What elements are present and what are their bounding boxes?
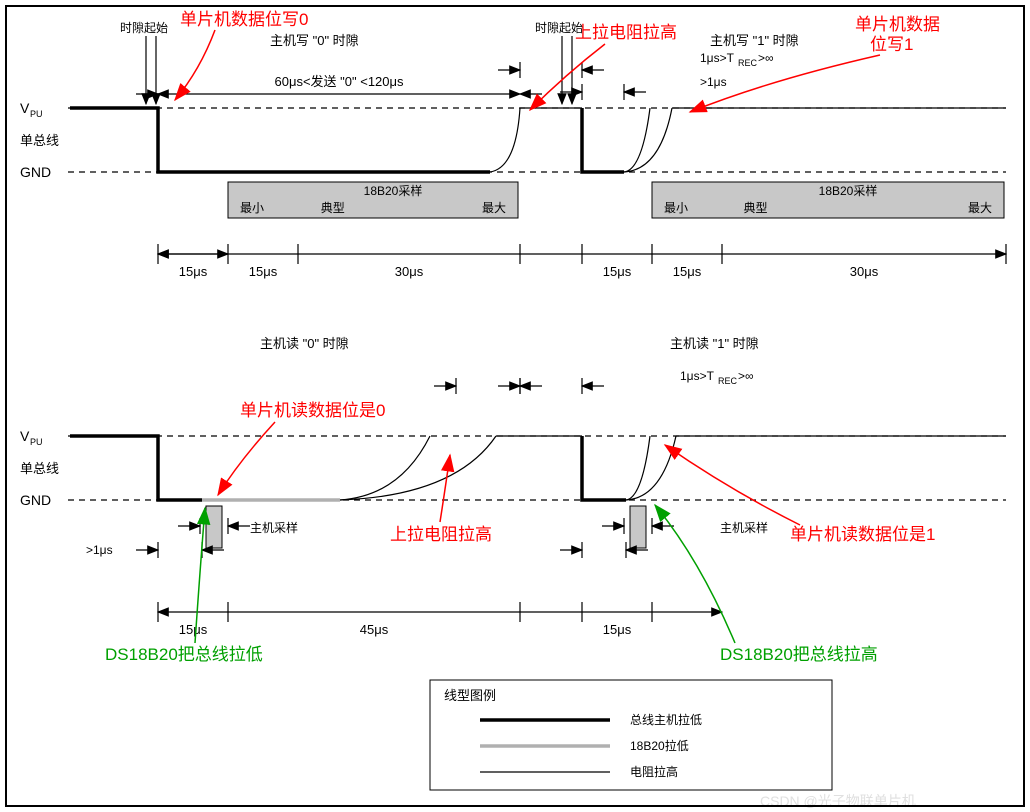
write0-host-low	[70, 108, 490, 172]
anno-ds18b20-high: DS18B20把总线拉高	[720, 645, 878, 664]
svg-text:主机采样: 主机采样	[720, 520, 768, 535]
host-sample-rect-right	[630, 506, 646, 548]
svg-text:GND: GND	[20, 492, 51, 508]
svg-text:最大: 最大	[482, 201, 506, 215]
legend-title: 线型图例	[444, 688, 496, 703]
gnd-label-top: GND	[20, 164, 51, 180]
host-write0-title: 主机写 "0" 时隙	[270, 33, 359, 48]
svg-text:最小: 最小	[664, 201, 688, 215]
svg-text:>1μs: >1μs	[86, 543, 113, 557]
host-read0-title: 主机读 "0" 时隙	[260, 336, 349, 351]
svg-text:主机采样: 主机采样	[250, 520, 298, 535]
svg-text:V: V	[20, 428, 30, 444]
anno-ds18b20-low: DS18B20把总线拉低	[105, 645, 263, 664]
svg-text:15μs: 15μs	[179, 622, 208, 637]
write0-pullup-curve	[490, 108, 520, 172]
bus-label-top: 单总线	[20, 133, 59, 148]
arrow-mcu-write0	[175, 30, 215, 100]
svg-text:30μs: 30μs	[395, 264, 424, 279]
vpu-label-top: V	[20, 100, 30, 116]
svg-text:15μs: 15μs	[603, 264, 632, 279]
svg-text:15μs: 15μs	[603, 622, 632, 637]
svg-text:电阻拉高: 电阻拉高	[630, 764, 678, 779]
svg-text:18B20采样: 18B20采样	[819, 183, 878, 198]
read1-host-low	[582, 436, 626, 500]
write1-host-low	[582, 108, 624, 172]
svg-text:15μs: 15μs	[249, 264, 278, 279]
svg-text:>∞: >∞	[738, 369, 754, 383]
svg-text:典型: 典型	[744, 201, 768, 215]
host-write1-title: 主机写 "1" 时隙	[710, 33, 799, 48]
host-read1-title: 主机读 "1" 时隙	[670, 336, 759, 351]
svg-text:单总线: 单总线	[20, 461, 59, 476]
anno-mcu-read1: 单片机读数据位是1	[790, 525, 935, 544]
svg-text:>∞: >∞	[758, 51, 774, 65]
svg-text:PU: PU	[30, 109, 43, 119]
svg-text:18B20拉低: 18B20拉低	[630, 738, 689, 753]
anno-pullup-top: 上拉电阻拉高	[575, 23, 677, 42]
svg-text:最小: 最小	[240, 201, 264, 215]
svg-text:REC: REC	[738, 58, 758, 68]
svg-text:总线主机拉低: 总线主机拉低	[630, 712, 702, 727]
svg-text:PU: PU	[30, 437, 43, 447]
svg-text:1μs>T: 1μs>T	[700, 51, 735, 65]
svg-text:REC: REC	[718, 376, 738, 386]
anno-mcu-read0: 单片机读数据位是0	[240, 401, 385, 420]
svg-text:30μs: 30μs	[850, 264, 879, 279]
svg-text:15μs: 15μs	[673, 264, 702, 279]
svg-text:>1μs: >1μs	[700, 75, 727, 89]
svg-text:位写1: 位写1	[870, 35, 913, 54]
svg-text:15μs: 15μs	[179, 264, 208, 279]
host-sample-rect-left	[206, 506, 222, 548]
svg-text:典型: 典型	[321, 201, 345, 215]
write0-range-label: 60μs<发送 "0" <120μs	[275, 74, 404, 89]
svg-text:1μs>T: 1μs>T	[680, 369, 715, 383]
anno-mcu-write1: 单片机数据	[855, 15, 940, 34]
svg-text:18B20采样: 18B20采样	[364, 183, 423, 198]
svg-text:45μs: 45μs	[360, 622, 389, 637]
anno-pullup-bottom: 上拉电阻拉高	[390, 525, 492, 544]
slot-start-label-left: 时隙起始	[120, 21, 168, 35]
anno-mcu-write0: 单片机数据位写0	[180, 10, 308, 29]
svg-text:最大: 最大	[968, 201, 992, 215]
read0-host-low	[70, 436, 202, 500]
timing-diagram: CSDN @光子物联单片机VPU单总线GND时隙起始时隙起始主机写 "0" 时隙…	[0, 0, 1030, 812]
